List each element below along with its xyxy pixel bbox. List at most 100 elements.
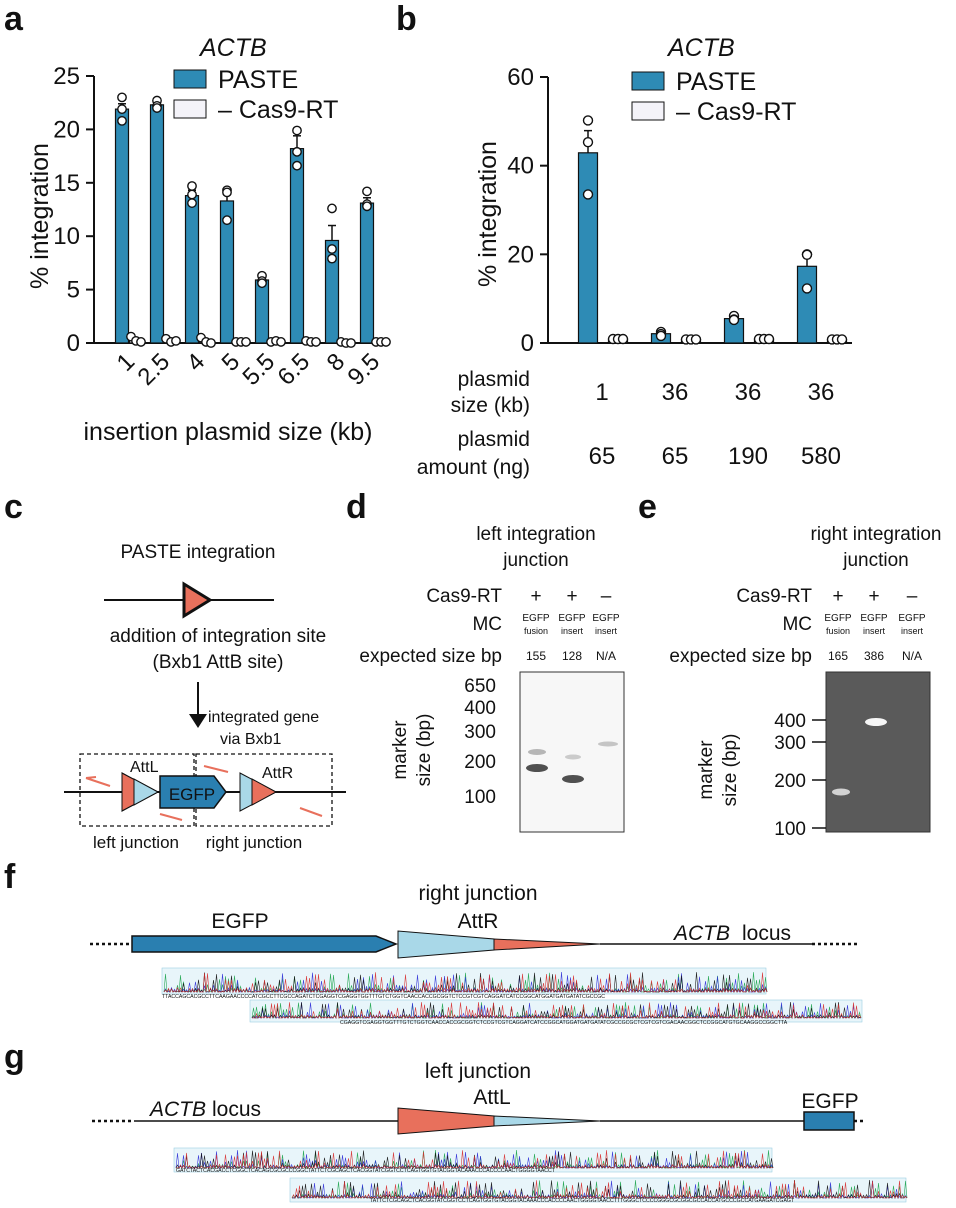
- panel-e-cas9-lane3: –: [907, 586, 918, 607]
- chart-b-size-value-0: 1: [595, 379, 608, 406]
- panel-c-attr-label: AttR: [262, 765, 293, 782]
- chart-a-point-paste-0-2: [117, 115, 127, 126]
- chart-b-point-paste-0-1: [582, 136, 594, 148]
- egfp-gene-arrow: [159, 775, 227, 809]
- panel-d-mc-lane1-top: EGFP: [522, 613, 550, 624]
- trace-f2-channel-2: [251, 1002, 862, 1020]
- panel-e-marker-label-line1: marker: [696, 740, 717, 800]
- attr-right-half: [251, 778, 278, 806]
- trace-f2-channel-3: [251, 1002, 862, 1020]
- chart-a-ylabel: % integration: [26, 143, 54, 289]
- chart-b-bar-paste-0: [577, 152, 599, 344]
- panel-d-size-label: expected size bp: [359, 646, 502, 667]
- panel-f-junction-line2: AttR: [458, 910, 499, 933]
- panel-label-f: f: [4, 858, 16, 896]
- chart-a-xlabel: insertion plasmid size (kb): [84, 418, 373, 446]
- attb-site-triangle: [182, 581, 213, 619]
- panel-e-gel-figure: right integration junction Cas9-RT + + –…: [669, 524, 941, 840]
- chart-a-point-paste-3-1: [222, 215, 232, 226]
- chart-a-ytick-label-5: 5: [67, 277, 80, 304]
- panel-g-attl-red: [397, 1107, 495, 1135]
- chart-b-row1-label-line1: plasmid: [458, 368, 530, 391]
- chart-a-xtick-label-7: 9.5: [343, 348, 386, 391]
- chart-a-point-paste-2-1: [187, 189, 197, 200]
- panel-f-egfp-label: EGFP: [211, 910, 268, 933]
- chart-a-ytick-label-0: 0: [67, 330, 80, 357]
- chart-b-bar-paste-3: [796, 265, 818, 344]
- panel-d-title-line1: left integration: [476, 524, 595, 545]
- panel-label-c: c: [4, 488, 23, 526]
- panel-d-band-lane3: [598, 741, 618, 747]
- chart-a-ytick-label-20: 20: [53, 116, 80, 143]
- panel-d-cas9-lane2: +: [566, 586, 577, 607]
- chart-a-bar-paste-0: [114, 108, 130, 344]
- chart-b-ytick-label-60: 60: [507, 64, 534, 91]
- chart-a-point-paste-5-2: [292, 160, 302, 171]
- panel-e-gel-image: [825, 671, 931, 833]
- chart-b-size-value-1: 36: [662, 379, 689, 406]
- chart-a-point-control-0-2: [136, 337, 146, 347]
- panel-f-seq2: CGAGGTCGAGGTGGTTTGTCTGGTCAACCACCGCGGTCTC…: [340, 1020, 788, 1026]
- attl-right-half: [133, 778, 160, 806]
- legend-b-control-label: – Cas9-RT: [676, 98, 796, 126]
- panel-d-band-lane1-faint: [528, 749, 546, 755]
- panel-g-locus-word: locus: [212, 1098, 261, 1121]
- panel-c-addition-line2: (Bxb1 AttB site): [153, 652, 284, 673]
- chart-a: ACTB PASTE – Cas9-RT % integration inser…: [26, 34, 391, 446]
- chart-b-point-paste-0-2: [582, 189, 594, 200]
- panel-g-egfp-box: [803, 1111, 855, 1131]
- trace-f1-channel-1: [163, 972, 768, 994]
- legend-a-paste-label: PASTE: [218, 66, 298, 94]
- panel-d-marker-label-line1: marker: [390, 720, 411, 780]
- chart-b-point-paste-0-0: [582, 115, 594, 126]
- panel-d-cas9-lane3: –: [601, 586, 612, 607]
- chart-a-ytick-label-25: 25: [53, 63, 80, 90]
- legend-a-control-swatch: [173, 99, 207, 119]
- panel-f-seq1: TTACCAGCACGCCTTCAAGAACCCCATCGCCTTCGCCAGA…: [162, 994, 605, 1000]
- panel-c-integrated-line1: integrated gene: [208, 709, 319, 726]
- panel-c-right-junction-label: right junction: [206, 833, 302, 852]
- chart-b-point-paste-3-1: [801, 249, 813, 260]
- panel-e-mc-label: MC: [782, 614, 812, 635]
- chart-a-title: ACTB: [198, 34, 267, 62]
- panel-f-chromatogram-1: [163, 972, 768, 994]
- chart-b-amount-value-3: 580: [801, 443, 841, 470]
- panel-e-size-lane3: N/A: [902, 649, 922, 663]
- panel-d-title-line2: junction: [502, 550, 569, 571]
- panel-g-figure: ACTB locus left junction AttL EGFP GATCT…: [92, 1060, 908, 1204]
- chart-a-point-control-3-2: [241, 337, 251, 347]
- chart-b-amount-value-1: 65: [662, 443, 689, 470]
- chart-b-point-paste-1-2: [655, 330, 667, 342]
- panel-e-size-lane1: 165: [828, 649, 848, 663]
- panel-f-egfp-arrow: [131, 935, 399, 953]
- primer-left-rev: [159, 813, 183, 821]
- chart-a-point-paste-6-1: [327, 244, 337, 254]
- primer-right-fwd: [203, 765, 229, 773]
- panel-e-marker-label-line2: size (bp): [720, 734, 741, 807]
- chart-a-point-paste-7-0: [362, 186, 372, 197]
- panel-e-title-line2: junction: [842, 550, 909, 571]
- chart-b-size-value-3: 36: [808, 379, 835, 406]
- panel-g-egfp-label: EGFP: [801, 1090, 858, 1113]
- trace-g2-channel-3: [291, 1180, 908, 1200]
- panel-e-cas9-lane1: +: [832, 586, 843, 607]
- panel-e-size-label: expected size bp: [669, 646, 812, 667]
- chart-a-point-paste-5-0: [292, 125, 302, 136]
- panel-e-mc-lane1-bottom: fusion: [826, 626, 850, 636]
- panel-d-cas9-lane1: +: [530, 586, 541, 607]
- chart-a-point-paste-5-1: [292, 146, 302, 157]
- chart-a-point-control-1-2: [171, 335, 181, 346]
- chart-a-point-paste-4-2: [257, 278, 267, 289]
- chart-b-amount-value-0: 65: [589, 443, 616, 470]
- panel-d-marker-400: 400: [464, 698, 496, 719]
- chart-a-point-control-7-2: [381, 337, 391, 347]
- panel-d-marker-label-line2: size (bp): [414, 714, 435, 787]
- chart-a-bar-paste-1: [149, 104, 165, 344]
- legend-a-control-label: – Cas9-RT: [218, 96, 338, 124]
- chart-b-ytick-label-20: 20: [507, 241, 534, 268]
- panel-label-a: a: [4, 0, 24, 38]
- chart-b-ytick-label-0: 0: [521, 330, 534, 357]
- chart-b-point-paste-3-2: [801, 283, 813, 294]
- panel-e-mc-lane3-bottom: insert: [901, 626, 924, 636]
- panel-label-e: e: [638, 488, 657, 526]
